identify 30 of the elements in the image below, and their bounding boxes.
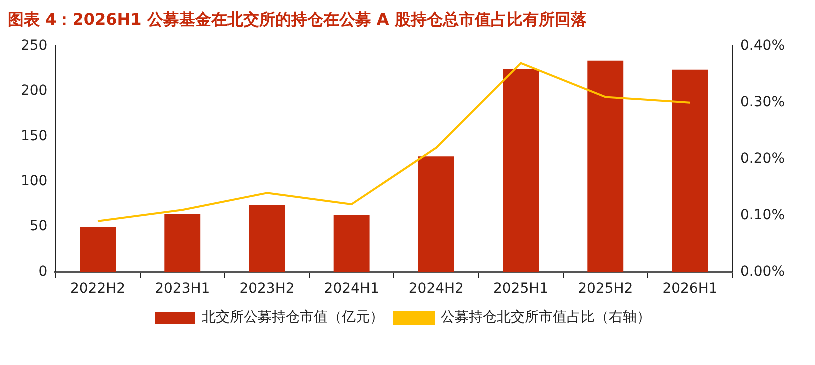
- x-tick-label: 2023H2: [240, 281, 295, 298]
- x-tick-label: 2023H1: [155, 281, 210, 298]
- x-tick-label: 2025H1: [493, 281, 549, 298]
- y-tick-label: 150: [20, 128, 48, 144]
- y-tick-label: 50: [30, 218, 48, 235]
- bar: [334, 215, 370, 272]
- y2-tick-label: 0.00%: [740, 264, 786, 280]
- y2-tick-label: 0.20%: [740, 150, 786, 167]
- legend-label: 北交所公募持仓市值（亿元）: [202, 310, 384, 326]
- bar: [249, 205, 286, 272]
- x-tick-label: 2024H1: [324, 281, 380, 298]
- y2-tick-label: 0.30%: [740, 94, 786, 110]
- y-tick-label: 0: [38, 264, 48, 280]
- y-tick-label: 100: [20, 174, 48, 190]
- bar: [80, 227, 116, 272]
- legend-label: 公募持仓北交所市值占比（右轴）: [441, 310, 651, 326]
- y-tick-label: 200: [20, 83, 48, 100]
- bar: [164, 214, 201, 272]
- bar: [588, 60, 624, 272]
- y2-tick-label: 0.40%: [740, 38, 786, 54]
- y-tick-label: 250: [20, 38, 48, 54]
- x-tick-label: 2024H2: [408, 281, 464, 298]
- chart-title: 图表 4：2026H1 公募基金在北交所的持仓在公募 A 股持仓总市值占比有所回落: [8, 9, 588, 31]
- x-tick-label: 2022H2: [70, 281, 126, 298]
- bar: [418, 156, 454, 272]
- bar: [672, 70, 708, 272]
- bar: [503, 68, 539, 272]
- x-tick-label: 2025H2: [578, 281, 634, 298]
- x-tick-label: 2026H1: [662, 281, 718, 298]
- y2-tick-label: 0.10%: [740, 207, 786, 224]
